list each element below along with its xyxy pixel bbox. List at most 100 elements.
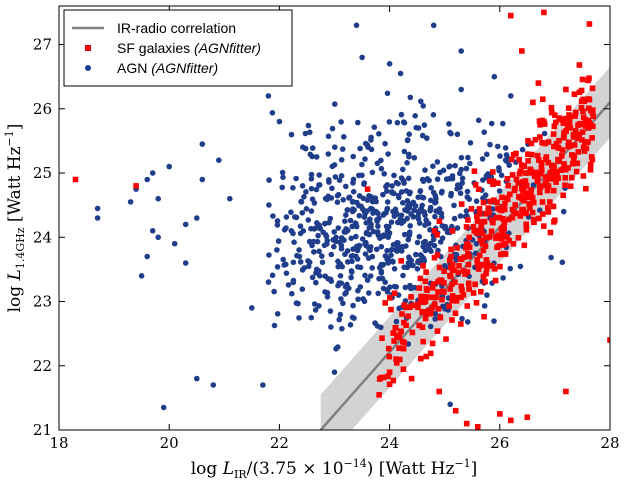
sf-point: [434, 328, 441, 334]
agn-point: [415, 125, 422, 131]
agn-point: [319, 259, 326, 266]
sf-point: [421, 299, 427, 305]
sf-point: [520, 208, 526, 214]
sf-point: [567, 183, 574, 189]
agn-point: [362, 272, 368, 279]
agn-point: [400, 200, 406, 206]
sf-point: [408, 375, 415, 382]
agn-point: [368, 205, 374, 212]
sf-point: [518, 162, 525, 168]
agn-point: [406, 255, 412, 261]
agn-point: [350, 180, 356, 186]
agn-point: [508, 93, 514, 99]
agn-point: [296, 315, 302, 321]
ylabel-close: ]: [5, 124, 25, 131]
sf-point: [545, 209, 552, 215]
agn-point: [338, 119, 344, 125]
agn-point: [402, 284, 409, 291]
x-axis-label: log LIR/(3.75 × 10−14) [Watt Hz−1]: [191, 457, 478, 481]
agn-point: [341, 237, 347, 243]
agn-point: [138, 273, 145, 279]
agn-point: [324, 237, 331, 244]
agn-point: [385, 234, 392, 240]
sf-point: [447, 257, 453, 264]
agn-point: [390, 242, 397, 248]
sf-point: [465, 280, 472, 287]
sf-point: [477, 227, 484, 233]
sf-point: [579, 129, 586, 135]
sf-point: [576, 121, 583, 127]
agn-point: [359, 161, 365, 168]
agn-point: [385, 260, 392, 266]
sf-point: [461, 268, 467, 274]
sf-point: [495, 180, 501, 186]
agn-point: [378, 324, 384, 331]
agn-point: [504, 158, 510, 164]
agn-point: [446, 175, 453, 182]
sf-point: [494, 199, 500, 206]
sf-point: [565, 142, 572, 148]
sf-point: [573, 168, 580, 175]
sf-point: [399, 338, 406, 345]
sf-point: [512, 185, 518, 192]
agn-point: [344, 248, 351, 254]
agn-point: [407, 94, 414, 101]
agn-point: [480, 177, 486, 183]
sf-point: [571, 91, 578, 97]
sf-point: [504, 234, 510, 240]
agn-point: [560, 208, 567, 215]
sf-point: [572, 128, 579, 134]
sf-point: [509, 214, 516, 221]
sf-point: [465, 217, 471, 223]
agn-point: [356, 242, 363, 249]
sf-point: [560, 134, 567, 141]
sf-point: [474, 218, 481, 224]
sf-point: [586, 105, 592, 112]
sf-point: [547, 229, 554, 236]
agn-point: [464, 188, 471, 195]
sf-point: [489, 263, 495, 269]
agn-point: [404, 264, 411, 271]
sf-point: [481, 313, 487, 320]
sf-point: [538, 165, 545, 172]
agn-point: [417, 252, 424, 258]
sf-point: [575, 149, 582, 155]
agn-point: [280, 256, 287, 263]
agn-point: [440, 167, 447, 174]
agn-point: [303, 206, 310, 212]
agn-point: [271, 322, 278, 329]
agn-point: [290, 230, 296, 237]
agn-point: [428, 185, 435, 191]
agn-point: [279, 184, 286, 191]
sf-point: [499, 225, 505, 231]
sf-point: [531, 199, 537, 206]
sf-point: [573, 109, 579, 116]
sf-point: [498, 251, 504, 258]
y-tick-label: 22: [33, 357, 52, 375]
agn-point: [166, 163, 172, 170]
sf-point: [449, 228, 456, 234]
agn-point: [405, 236, 412, 243]
sf-point: [580, 114, 587, 120]
agn-point: [313, 279, 319, 286]
agn-point: [481, 303, 488, 309]
sf-point: [536, 118, 543, 124]
sf-point: [554, 169, 560, 175]
sf-point: [543, 154, 550, 160]
agn-point: [380, 212, 387, 218]
agn-point: [387, 284, 393, 291]
xlabel-exp: −14: [344, 457, 367, 470]
agn-point: [274, 218, 281, 224]
agn-point: [519, 146, 526, 153]
sf-point: [571, 142, 578, 148]
sf-point: [394, 360, 400, 366]
agn-point: [295, 300, 301, 307]
agn-point: [393, 179, 400, 186]
agn-point: [432, 310, 439, 317]
agn-point: [398, 111, 405, 118]
agn-point: [332, 174, 339, 180]
sf-point: [493, 214, 499, 221]
agn-point: [442, 223, 449, 230]
sf-point: [386, 353, 393, 360]
agn-point: [322, 273, 329, 280]
